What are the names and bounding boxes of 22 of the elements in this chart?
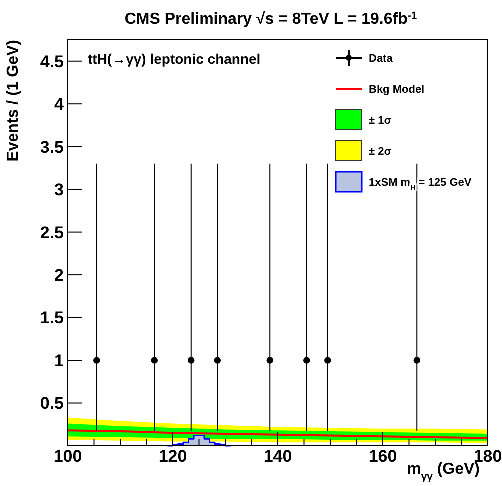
x-tick-label: 100 [54,447,82,466]
y-tick-label: 3 [54,180,64,200]
chart-title: CMS Preliminary √s = 8TeV L = 19.6fb$^{-1}$ [124,10,418,28]
legend-label: Data [369,52,394,65]
y-tick-label: 3.5 [40,138,64,157]
legend-label: 1xSM m$_{H}$ = 125 GeV [369,176,472,192]
annotation: ttH(→γγ) leptonic channel [88,51,261,67]
legend-label: ± 1σ [369,114,392,127]
line-series [67,430,489,440]
x-tick-label: 140 [264,447,292,466]
y-axis-title: Events / (1 GeV) [5,40,22,162]
x-tick-label: 160 [368,447,398,466]
y-tick-label: 4.5 [40,52,64,72]
y-tick-label: 4 [54,95,65,114]
x-tick-label: 120 [158,447,188,466]
y-tick-label: 0.5 [40,394,64,414]
legend-label: ± 2σ [369,146,392,158]
legend-label: Bkg Model [369,84,425,96]
y-tick-label: 2.5 [40,223,64,242]
y-tick-label: 1.5 [40,308,64,328]
y-tick-label: 1 [54,351,64,370]
y-tick-label: 2 [54,266,64,286]
